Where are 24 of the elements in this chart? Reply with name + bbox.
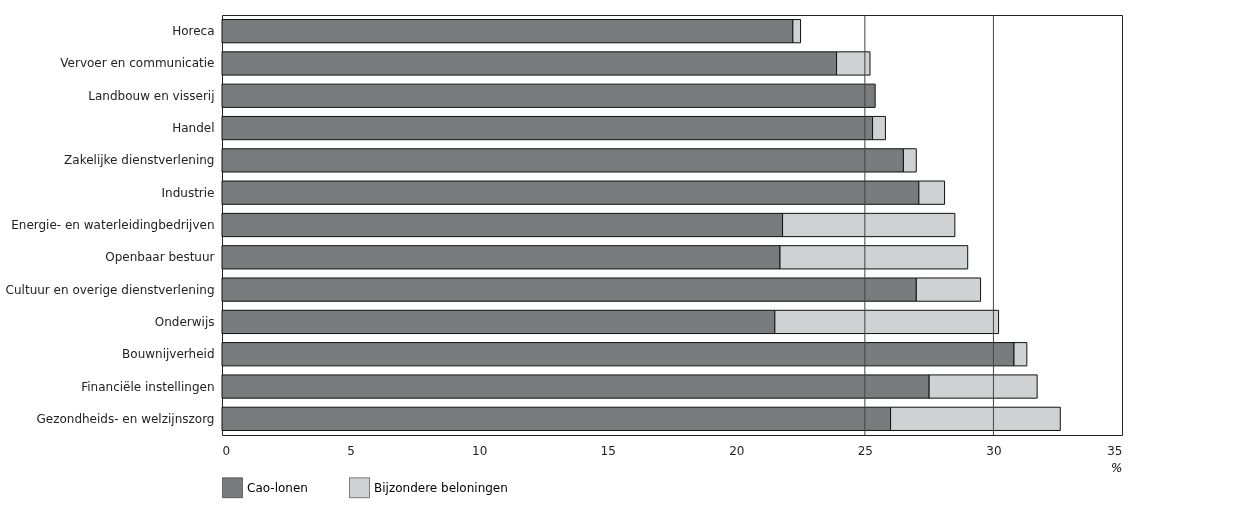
y-tick-label: Handel (172, 121, 215, 136)
y-tick-label: Energie- en waterleidingbedrijven (11, 218, 215, 232)
x-tick-label: 5 (347, 443, 355, 458)
x-axis-title: % (1111, 460, 1123, 475)
x-tick-label: 35 (1107, 443, 1123, 458)
legend-label: Cao-lonen (247, 480, 308, 495)
x-tick-label: 0 (222, 443, 231, 458)
x-tick-label: 25 (857, 443, 873, 458)
y-tick-label: Industrie (161, 185, 215, 200)
x-tick-label: 20 (729, 443, 745, 458)
x-tick-label: 10 (472, 443, 488, 458)
y-tick-label: Vervoer en communicatie (60, 56, 215, 71)
x-tick-label: 15 (600, 443, 616, 458)
y-tick-label: Landbouw en visserij (88, 88, 215, 103)
y-tick-label: Gezondheids- en welzijnszorg (36, 411, 215, 426)
y-tick-label: Onderwijs (154, 314, 215, 329)
y-tick-label: Zakelijke dienstverlening (64, 153, 215, 168)
y-tick-label: Horeca (172, 24, 215, 39)
y-tick-label: Bouwnijverheid (122, 347, 215, 362)
legend-label: Bijzondere beloningen (374, 480, 508, 495)
y-tick-label: Openbaar bestuur (105, 250, 215, 265)
y-tick-label: Cultuur en overige dienstverlening (5, 282, 215, 297)
x-tick-label: 30 (986, 443, 1002, 458)
y-tick-label: Financiële instellingen (81, 379, 215, 394)
